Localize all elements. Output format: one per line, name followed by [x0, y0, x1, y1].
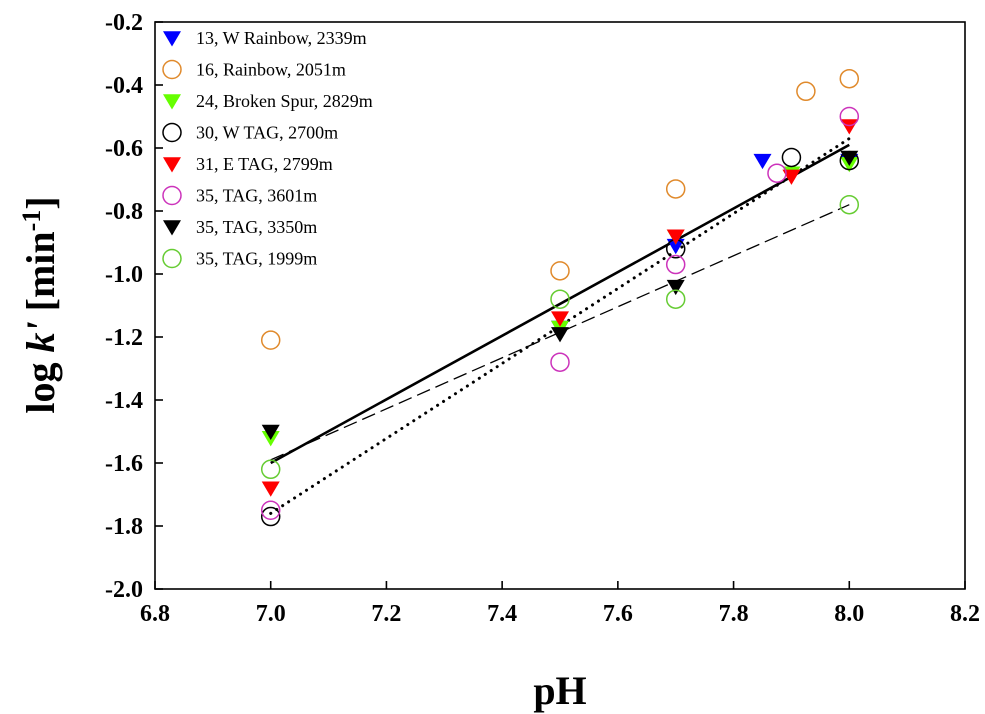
data-point-series-6 — [840, 150, 859, 166]
plot-frame — [154, 21, 966, 590]
x-tick-label: 7.8 — [719, 601, 749, 627]
legend-label: 31, E TAG, 2799m — [196, 154, 333, 174]
y-tick-label: -1.6 — [105, 451, 143, 477]
data-point-series-1 — [550, 261, 570, 281]
data-point-series-5 — [839, 106, 860, 127]
y-tick-label: -0.6 — [105, 136, 143, 162]
data-point-series-0 — [753, 153, 772, 170]
y-axis-title-log: log — [18, 353, 63, 414]
data-point-series-6 — [666, 279, 685, 296]
data-point-series-5 — [260, 500, 281, 520]
legend-marker — [163, 220, 181, 236]
data-point-series-4 — [782, 169, 801, 185]
y-tick-label: -1.2 — [105, 325, 143, 351]
x-tick-label: 7.4 — [487, 601, 517, 627]
data-point-series-7 — [550, 289, 570, 309]
fit-line-dashed — [270, 204, 850, 461]
data-point-series-7 — [665, 289, 686, 309]
y-axis-title-close: ] — [18, 196, 63, 209]
data-point-series-5 — [550, 352, 570, 372]
y-tick-label: -1.8 — [105, 514, 143, 540]
data-point-series-4 — [261, 481, 280, 497]
legend: 13, W Rainbow, 2339m 16, Rainbow, 2051m 24… — [162, 28, 373, 269]
x-tick-label: 8.0 — [834, 601, 864, 627]
x-axis-ticks: 6.8 7.0 7.2 7.4 7.6 7.8 8.0 8.2 — [140, 581, 980, 627]
legend-marker — [162, 185, 182, 206]
y-axis-title-unit: [min — [18, 231, 63, 321]
data-point-series-1 — [260, 330, 281, 350]
legend-marker — [162, 59, 182, 80]
data-point-series-4 — [551, 311, 569, 327]
data-points — [260, 68, 860, 527]
legend-marker — [162, 248, 182, 269]
legend-label: 35, TAG, 1999m — [196, 249, 317, 269]
data-point-series-7 — [839, 194, 860, 215]
x-axis-title: pH — [533, 668, 586, 713]
legend-label: 30, W TAG, 2700m — [196, 123, 338, 143]
legend-marker — [163, 94, 181, 110]
fit-lines — [269, 137, 851, 515]
legend-label: 35, TAG, 3350m — [196, 217, 317, 237]
data-point-series-1 — [839, 68, 860, 89]
y-axis-title-k: k' — [18, 321, 63, 352]
legend-label: 35, TAG, 3601m — [196, 186, 317, 206]
y-tick-label: -1.4 — [105, 388, 143, 414]
data-point-series-1 — [665, 179, 686, 199]
data-point-series-3 — [781, 147, 802, 168]
data-point-series-4 — [666, 229, 685, 245]
y-axis-title-superscript: -1 — [17, 210, 46, 232]
data-point-series-1 — [796, 81, 816, 102]
legend-label: 13, W Rainbow, 2339m — [196, 28, 367, 48]
fit-line-dotted — [269, 137, 851, 515]
data-point-series-6 — [261, 424, 280, 441]
y-tick-label: -0.2 — [105, 10, 143, 36]
data-point-series-6 — [551, 327, 569, 343]
data-point-series-5 — [665, 254, 686, 275]
legend-label: 24, Broken Spur, 2829m — [196, 91, 373, 111]
data-point-series-0 — [666, 238, 685, 255]
x-tick-label: 7.2 — [371, 601, 401, 627]
y-axis-title: log k' [min-1] — [17, 196, 63, 413]
legend-marker — [163, 157, 181, 173]
fit-line-solid — [270, 143, 850, 465]
legend-label: 16, Rainbow, 2051m — [196, 60, 346, 80]
y-tick-label: -1.0 — [105, 262, 143, 288]
y-tick-label: -0.4 — [105, 73, 143, 99]
data-point-series-3 — [260, 506, 281, 527]
x-tick-label: 7.6 — [603, 601, 633, 627]
y-tick-label: -2.0 — [105, 577, 143, 603]
data-point-series-4 — [840, 119, 859, 135]
x-tick-label: 6.8 — [140, 601, 170, 627]
x-tick-label: 8.2 — [950, 601, 980, 627]
legend-marker — [162, 122, 182, 143]
data-point-series-7 — [260, 459, 281, 480]
y-tick-label: -0.8 — [105, 199, 143, 225]
x-tick-label: 7.0 — [256, 601, 286, 627]
legend-marker — [163, 31, 181, 47]
y-axis-ticks: -2.0 -1.8 -1.6 -1.4 -1.2 -1.0 -0.8 -0.6 -0.4 -0.2 — [105, 10, 163, 603]
data-point-series-5 — [767, 163, 787, 183]
